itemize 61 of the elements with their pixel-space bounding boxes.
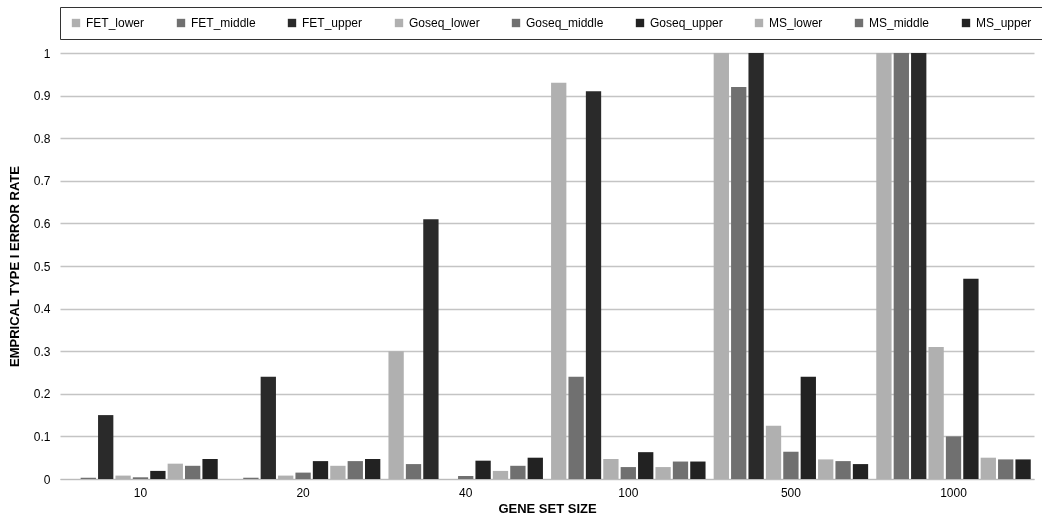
bar: [295, 472, 311, 479]
y-tick-label: 0.6: [33, 216, 51, 231]
legend-label: FET_middle: [191, 16, 257, 30]
legend-label: FET_lower: [86, 16, 145, 30]
legend-label: MS_upper: [976, 16, 1032, 30]
y-tick-label: 0.2: [33, 387, 51, 402]
bar: [893, 53, 909, 479]
legend-label: Goseq_upper: [650, 16, 723, 30]
legend-label: MS_lower: [769, 16, 823, 30]
bar: [347, 461, 363, 479]
bar: [998, 459, 1014, 479]
bar: [150, 470, 166, 479]
y-tick-label: 0: [43, 472, 51, 487]
y-tick-label: 0.3: [33, 344, 51, 359]
legend-label: Goseq_lower: [409, 16, 480, 30]
legend-label: FET_upper: [302, 16, 363, 30]
bar: [585, 91, 602, 479]
bar: [423, 219, 439, 479]
y-axis-title: EMPRICAL TYPE I ERROR RATE: [6, 165, 22, 368]
bar: [475, 460, 491, 479]
legend-label: MS_middle: [869, 16, 930, 30]
bar: [260, 376, 276, 479]
bar: [568, 376, 584, 479]
bar: [405, 464, 422, 479]
bar: [852, 464, 869, 479]
bar: [185, 465, 201, 479]
bar: [1015, 459, 1031, 479]
bar: [731, 87, 747, 479]
bar: [638, 452, 654, 479]
y-tick-label: 0.8: [33, 131, 51, 146]
bar: [748, 53, 764, 479]
bar: [945, 436, 962, 479]
bar: [690, 461, 706, 479]
x-tick-label: 20: [296, 485, 311, 500]
bar: [963, 278, 979, 479]
y-tick-label: 0.1: [33, 429, 51, 444]
bar: [800, 376, 816, 479]
bar: [620, 467, 636, 479]
bar: [98, 415, 114, 479]
y-tick-label: 1: [43, 46, 51, 61]
bar: [510, 465, 526, 479]
bar: [783, 451, 799, 479]
x-tick-label: 10: [133, 485, 148, 500]
y-tick-label: 0.7: [33, 174, 51, 189]
y-tick-label: 0.5: [33, 259, 51, 274]
bar: [672, 461, 689, 479]
x-tick-label: 1000: [940, 485, 968, 500]
legend-label: Goseq_middle: [526, 16, 604, 30]
x-axis-title: GENE SET SIZE: [498, 500, 597, 516]
y-tick-label: 0.9: [33, 89, 51, 104]
bar: [365, 458, 381, 479]
x-tick-label: 40: [459, 485, 473, 500]
bar: [835, 461, 851, 479]
bar: [312, 461, 329, 479]
x-tick-label: 500: [780, 485, 802, 500]
bar: [911, 53, 927, 479]
bar: [527, 457, 543, 479]
y-tick-label: 0.4: [33, 302, 51, 317]
bar: [458, 476, 474, 479]
x-tick-label: 100: [618, 485, 639, 500]
bar: [202, 458, 218, 479]
